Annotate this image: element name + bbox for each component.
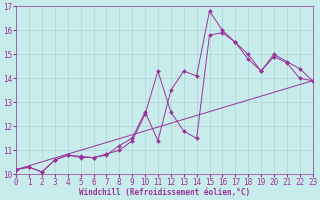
X-axis label: Windchill (Refroidissement éolien,°C): Windchill (Refroidissement éolien,°C)	[79, 188, 250, 197]
